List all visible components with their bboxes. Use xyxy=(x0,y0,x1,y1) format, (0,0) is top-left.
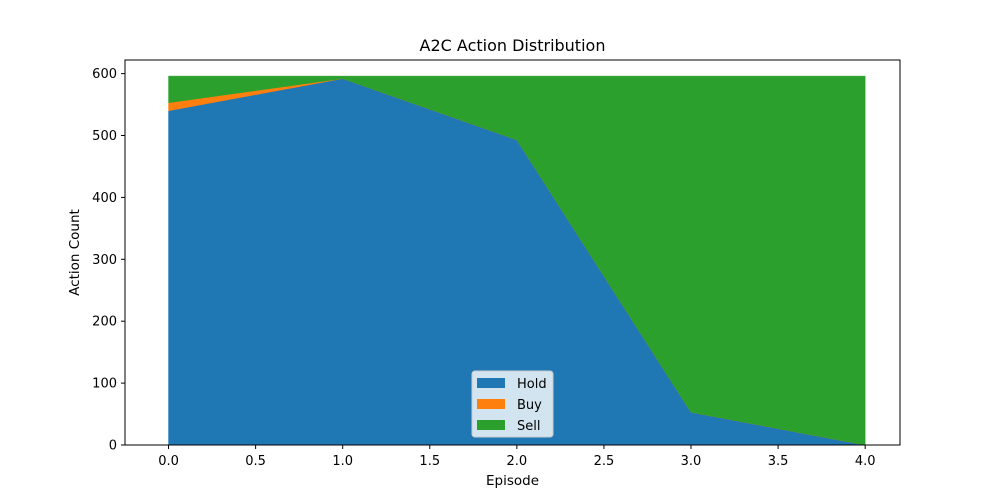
x-axis-label: Episode xyxy=(486,473,539,489)
x-tick-label: 3.5 xyxy=(768,454,789,469)
y-tick-label: 600 xyxy=(92,67,117,82)
legend-label-sell: Sell xyxy=(517,419,540,434)
x-tick-label: 2.0 xyxy=(507,454,528,469)
chart-title: A2C Action Distribution xyxy=(420,36,606,55)
y-tick-label: 500 xyxy=(92,129,117,144)
y-tick-label: 0 xyxy=(109,439,117,454)
x-tick-label: 3.0 xyxy=(681,454,702,469)
legend-swatch-sell xyxy=(477,420,505,430)
legend: Hold Buy Sell xyxy=(471,370,554,438)
legend-swatch-buy xyxy=(477,399,505,409)
x-tick-label: 0.0 xyxy=(158,454,179,469)
legend-label-hold: Hold xyxy=(517,377,547,392)
y-tick-label: 100 xyxy=(92,377,117,392)
x-tick-label: 1.0 xyxy=(332,454,353,469)
plot-frame xyxy=(124,59,901,446)
x-tick-label: 0.5 xyxy=(245,454,266,469)
x-tick-label: 2.5 xyxy=(594,454,615,469)
legend-swatch-hold xyxy=(477,378,505,388)
legend-label-buy: Buy xyxy=(517,398,542,413)
y-tick-label: 400 xyxy=(92,191,117,206)
y-tick-label: 300 xyxy=(92,253,117,268)
y-axis-label: Action Count xyxy=(67,209,83,296)
y-tick-label: 200 xyxy=(92,315,117,330)
x-tick-label: 1.5 xyxy=(419,454,440,469)
x-tick-label: 4.0 xyxy=(855,454,876,469)
